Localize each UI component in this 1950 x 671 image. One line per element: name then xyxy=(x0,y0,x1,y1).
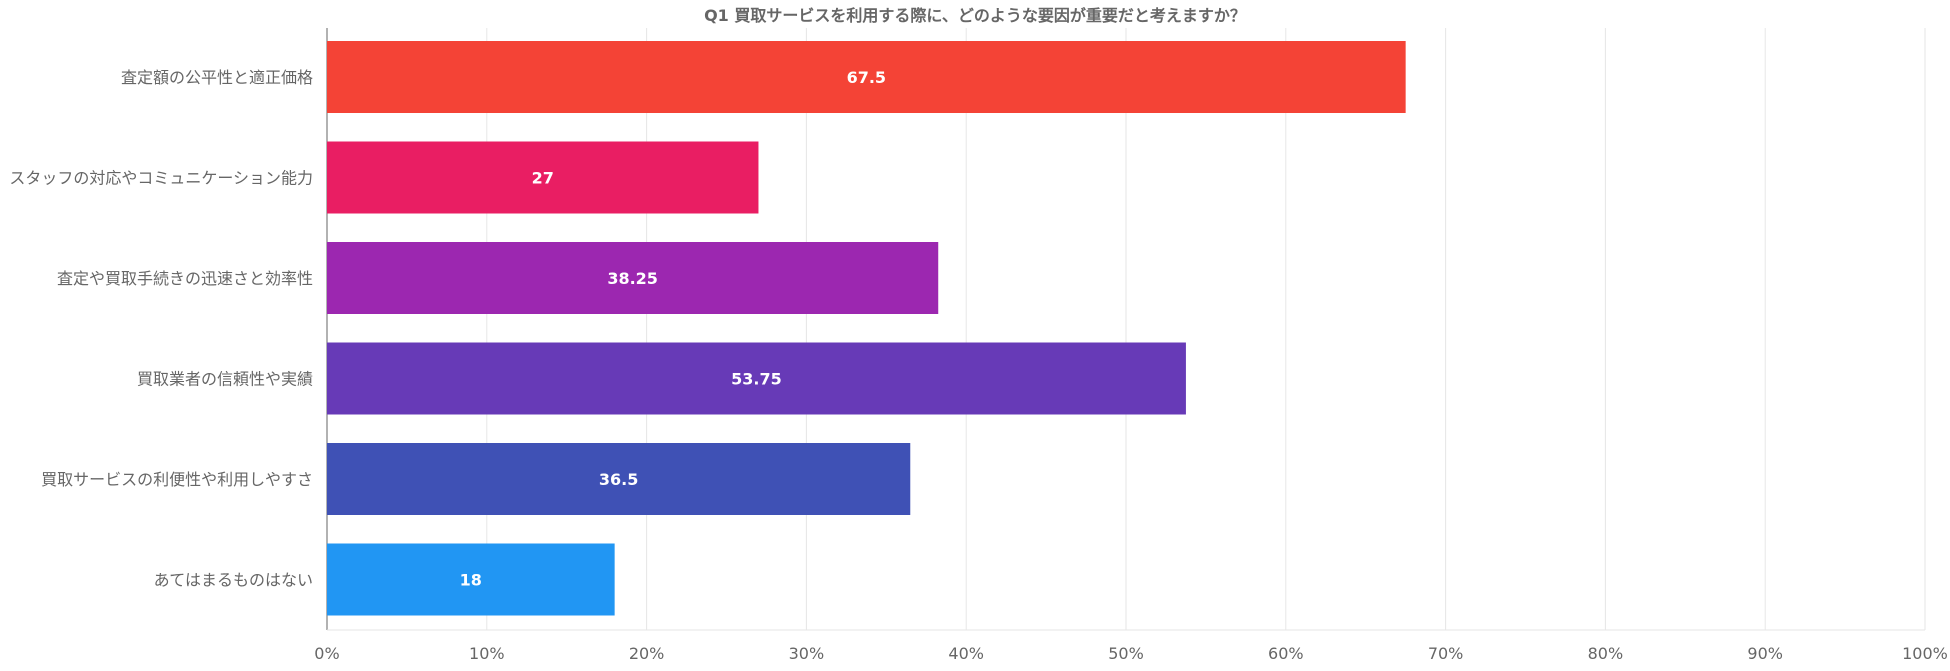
data-label: 27 xyxy=(532,169,554,188)
bar xyxy=(327,41,1406,113)
data-label: 67.5 xyxy=(847,68,886,87)
bar xyxy=(327,141,759,214)
x-tick-label: 0% xyxy=(314,644,339,663)
x-tick-label: 50% xyxy=(1108,644,1144,663)
x-tick-label: 70% xyxy=(1428,644,1464,663)
bar xyxy=(327,543,615,616)
category-label: 査定や買取手続きの迅速さと効率性 xyxy=(57,269,313,288)
x-tick-label: 10% xyxy=(469,644,505,663)
bar xyxy=(327,342,1186,415)
category-label: あてはまるものはない xyxy=(154,571,313,590)
x-tick-label: 90% xyxy=(1747,644,1783,663)
x-tick-label: 60% xyxy=(1268,644,1304,663)
x-tick-label: 30% xyxy=(789,644,825,663)
data-label: 53.75 xyxy=(731,370,782,389)
x-tick-label: 20% xyxy=(629,644,665,663)
x-tick-label: 100% xyxy=(1902,644,1948,663)
data-label: 38.25 xyxy=(607,269,658,288)
category-label: スタッフの対応やコミュニケーション能力 xyxy=(9,169,313,188)
bar xyxy=(327,443,911,515)
chart-title: Q1 買取サービスを利用する際に、どのような要因が重要だと考えますか？ xyxy=(704,6,1246,25)
category-label: 買取サービスの利便性や利用しやすさ xyxy=(41,470,313,489)
data-label: 36.5 xyxy=(599,470,638,489)
bar xyxy=(327,242,939,314)
x-tick-label: 40% xyxy=(948,644,984,663)
category-label: 査定額の公平性と適正価格 xyxy=(121,68,313,87)
x-tick-label: 80% xyxy=(1588,644,1624,663)
data-label: 18 xyxy=(460,571,482,590)
category-label: 買取業者の信頼性や実績 xyxy=(137,370,313,389)
